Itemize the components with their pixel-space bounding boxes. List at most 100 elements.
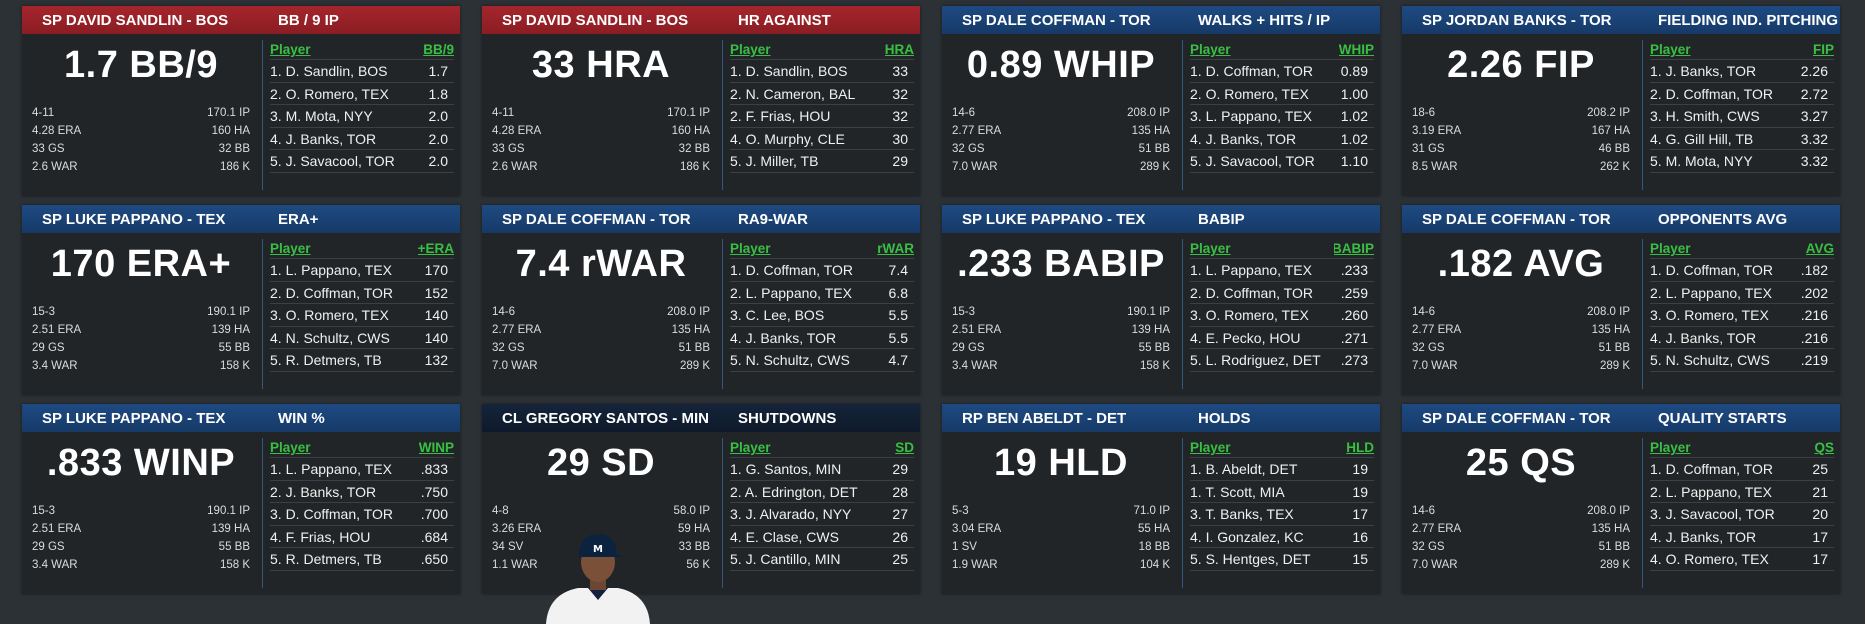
stat-card[interactable]: SP LUKE PAPPANO - TEX WIN % .833 WINP 15… — [22, 404, 460, 594]
leader-row[interactable]: 4. E. Pecko, HOU .271 — [1190, 327, 1374, 349]
stat-column-header[interactable]: rWAR — [877, 241, 914, 256]
player-column-header[interactable]: Player — [730, 440, 771, 455]
leader-row[interactable]: 2. N. Cameron, BAL 32 — [730, 83, 914, 105]
leader-row[interactable]: 2. L. Pappano, TEX 21 — [1650, 481, 1834, 503]
leader-row[interactable]: 2. L. Pappano, TEX 6.8 — [730, 282, 914, 304]
stat-card[interactable]: SP DAVID SANDLIN - BOS BB / 9 IP 1.7 BB/… — [22, 6, 460, 196]
leader-row[interactable]: 1. T. Scott, MIA 19 — [1190, 481, 1374, 503]
stat-column-header[interactable]: BABIP — [1334, 241, 1374, 256]
leader-row[interactable]: 1. L. Pappano, TEX .233 — [1190, 259, 1374, 282]
card-header: SP LUKE PAPPANO - TEX WIN % — [22, 404, 460, 432]
stat-column-header[interactable]: QS — [1814, 440, 1834, 455]
leader-row[interactable]: 5. R. Detmers, TB .650 — [270, 548, 454, 571]
leader-row[interactable]: 3. L. Pappano, TEX 1.02 — [1190, 105, 1374, 128]
leader-row[interactable]: 4. J. Banks, TOR 5.5 — [730, 327, 914, 349]
player-column-header[interactable]: Player — [1650, 42, 1691, 57]
leaders-header-row: Player SD — [730, 437, 914, 458]
leader-row[interactable]: 2. J. Banks, TOR .750 — [270, 481, 454, 503]
leader-row[interactable]: 2. A. Edrington, DET 28 — [730, 481, 914, 503]
leader-value: 5.5 — [888, 307, 908, 323]
stat-card[interactable]: RP BEN ABELDT - DET HOLDS 19 HLD 5-3 71.… — [942, 404, 1380, 594]
stat-column-header[interactable]: WINP — [418, 440, 454, 455]
leader-row[interactable]: 2. L. Pappano, TEX .202 — [1650, 282, 1834, 304]
leader-row[interactable]: 4. O. Murphy, CLE 30 — [730, 128, 914, 150]
leader-row[interactable]: 3. H. Smith, CWS 3.27 — [1650, 105, 1834, 128]
leader-name: 3. L. Pappano, TEX — [1190, 108, 1312, 124]
leader-row[interactable]: 5. L. Rodriguez, DET .273 — [1190, 349, 1374, 372]
stat-card[interactable]: SP DALE COFFMAN - TOR OPPONENTS AVG .182… — [1402, 205, 1840, 395]
stat-column-header[interactable]: BB/9 — [423, 42, 454, 57]
stat-column-header[interactable]: HRA — [884, 42, 914, 57]
leader-row[interactable]: 1. D. Coffman, TOR .182 — [1650, 259, 1834, 282]
leader-row[interactable]: 4. J. Banks, TOR 1.02 — [1190, 128, 1374, 150]
leader-row[interactable]: 1. D. Coffman, TOR 7.4 — [730, 259, 914, 282]
leader-row[interactable]: 5. S. Hentges, DET 15 — [1190, 548, 1374, 571]
leader-row[interactable]: 4. O. Romero, TEX 17 — [1650, 548, 1834, 571]
leader-row[interactable]: 1. L. Pappano, TEX 170 — [270, 259, 454, 282]
leader-row[interactable]: 1. D. Coffman, TOR 0.89 — [1190, 60, 1374, 83]
leader-row[interactable]: 3. O. Romero, TEX .260 — [1190, 304, 1374, 327]
leader-row[interactable]: 2. O. Romero, TEX 1.00 — [1190, 83, 1374, 105]
leader-row[interactable]: 4. E. Clase, CWS 26 — [730, 526, 914, 548]
leader-row[interactable]: 3. C. Lee, BOS 5.5 — [730, 304, 914, 327]
player-column-header[interactable]: Player — [730, 42, 771, 57]
stat-card[interactable]: SP DAVID SANDLIN - BOS HR AGAINST 33 HRA… — [482, 6, 920, 196]
leader-row[interactable]: 3. M. Mota, NYY 2.0 — [270, 105, 454, 128]
leader-row[interactable]: 1. D. Sandlin, BOS 1.7 — [270, 60, 454, 83]
stat-card[interactable]: SP LUKE PAPPANO - TEX BABIP .233 BABIP 1… — [942, 205, 1380, 395]
stat-column-header[interactable]: FIP — [1812, 42, 1834, 57]
leader-row[interactable]: 2. F. Frias, HOU 32 — [730, 105, 914, 128]
leader-row[interactable]: 5. N. Schultz, CWS 4.7 — [730, 349, 914, 372]
player-column-header[interactable]: Player — [270, 241, 311, 256]
player-column-header[interactable]: Player — [1190, 241, 1231, 256]
leader-row[interactable]: 1. G. Santos, MIN 29 — [730, 458, 914, 481]
stat-card[interactable]: SP JORDAN BANKS - TOR FIELDING IND. PITC… — [1402, 6, 1840, 196]
leader-row[interactable]: 3. O. Romero, TEX 140 — [270, 304, 454, 327]
player-column-header[interactable]: Player — [270, 42, 311, 57]
leader-row[interactable]: 1. J. Banks, TOR 2.26 — [1650, 60, 1834, 83]
leader-row[interactable]: 3. T. Banks, TEX 17 — [1190, 503, 1374, 526]
leader-row[interactable]: 1. B. Abeldt, DET 19 — [1190, 458, 1374, 481]
leader-row[interactable]: 2. O. Romero, TEX 1.8 — [270, 83, 454, 105]
leader-row[interactable]: 4. J. Banks, TOR 2.0 — [270, 128, 454, 150]
leader-row[interactable]: 4. J. Banks, TOR .216 — [1650, 327, 1834, 349]
stat-column-header[interactable]: HLD — [1346, 440, 1374, 455]
stat-column-header[interactable]: SD — [895, 440, 914, 455]
leader-row[interactable]: 4. I. Gonzalez, KC 16 — [1190, 526, 1374, 548]
player-column-header[interactable]: Player — [1650, 440, 1691, 455]
stat-card[interactable]: SP DALE COFFMAN - TOR QUALITY STARTS 25 … — [1402, 404, 1840, 594]
player-column-header[interactable]: Player — [730, 241, 771, 256]
stat-card[interactable]: SP DALE COFFMAN - TOR WALKS + HITS / IP … — [942, 6, 1380, 196]
leader-row[interactable]: 1. D. Coffman, TOR 25 — [1650, 458, 1834, 481]
player-column-header[interactable]: Player — [1650, 241, 1691, 256]
leader-row[interactable]: 3. J. Savacool, TOR 20 — [1650, 503, 1834, 526]
leader-row[interactable]: 3. J. Alvarado, NYY 27 — [730, 503, 914, 526]
stat-column-header[interactable]: ERA+ — [417, 241, 454, 256]
leader-row[interactable]: 4. N. Schultz, CWS 140 — [270, 327, 454, 349]
player-column-header[interactable]: Player — [270, 440, 311, 455]
leader-row[interactable]: 4. G. Gill Hill, TB 3.32 — [1650, 128, 1834, 150]
stat-column-header[interactable]: AVG — [1805, 241, 1834, 256]
leader-row[interactable]: 5. J. Miller, TB 29 — [730, 150, 914, 173]
leader-row[interactable]: 5. J. Savacool, TOR 1.10 — [1190, 150, 1374, 173]
leader-row[interactable]: 2. D. Coffman, TOR 2.72 — [1650, 83, 1834, 105]
leader-row[interactable]: 3. O. Romero, TEX .216 — [1650, 304, 1834, 327]
stat-card[interactable]: SP DALE COFFMAN - TOR RA9-WAR 7.4 rWAR 1… — [482, 205, 920, 395]
stat-card[interactable]: CL GREGORY SANTOS - MIN SHUTDOWNS 29 SD … — [482, 404, 920, 624]
leader-row[interactable]: 4. F. Frias, HOU .684 — [270, 526, 454, 548]
leader-row[interactable]: 5. R. Detmers, TB 132 — [270, 349, 454, 372]
stat-card[interactable]: SP LUKE PAPPANO - TEX ERA+ 170 ERA+ 15-3… — [22, 205, 460, 395]
leader-row[interactable]: 5. J. Cantillo, MIN 25 — [730, 548, 914, 571]
leader-row[interactable]: 2. D. Coffman, TOR .259 — [1190, 282, 1374, 304]
stat-column-header[interactable]: WHIP — [1338, 42, 1374, 57]
leader-row[interactable]: 3. D. Coffman, TOR .700 — [270, 503, 454, 526]
leader-row[interactable]: 5. M. Mota, NYY 3.32 — [1650, 150, 1834, 173]
leader-row[interactable]: 5. N. Schultz, CWS .219 — [1650, 349, 1834, 372]
leader-row[interactable]: 2. D. Coffman, TOR 152 — [270, 282, 454, 304]
player-column-header[interactable]: Player — [1190, 440, 1231, 455]
leader-row[interactable]: 1. L. Pappano, TEX .833 — [270, 458, 454, 481]
leader-row[interactable]: 4. J. Banks, TOR 17 — [1650, 526, 1834, 548]
leader-row[interactable]: 1. D. Sandlin, BOS 33 — [730, 60, 914, 83]
player-column-header[interactable]: Player — [1190, 42, 1231, 57]
leader-row[interactable]: 5. J. Savacool, TOR 2.0 — [270, 150, 454, 173]
